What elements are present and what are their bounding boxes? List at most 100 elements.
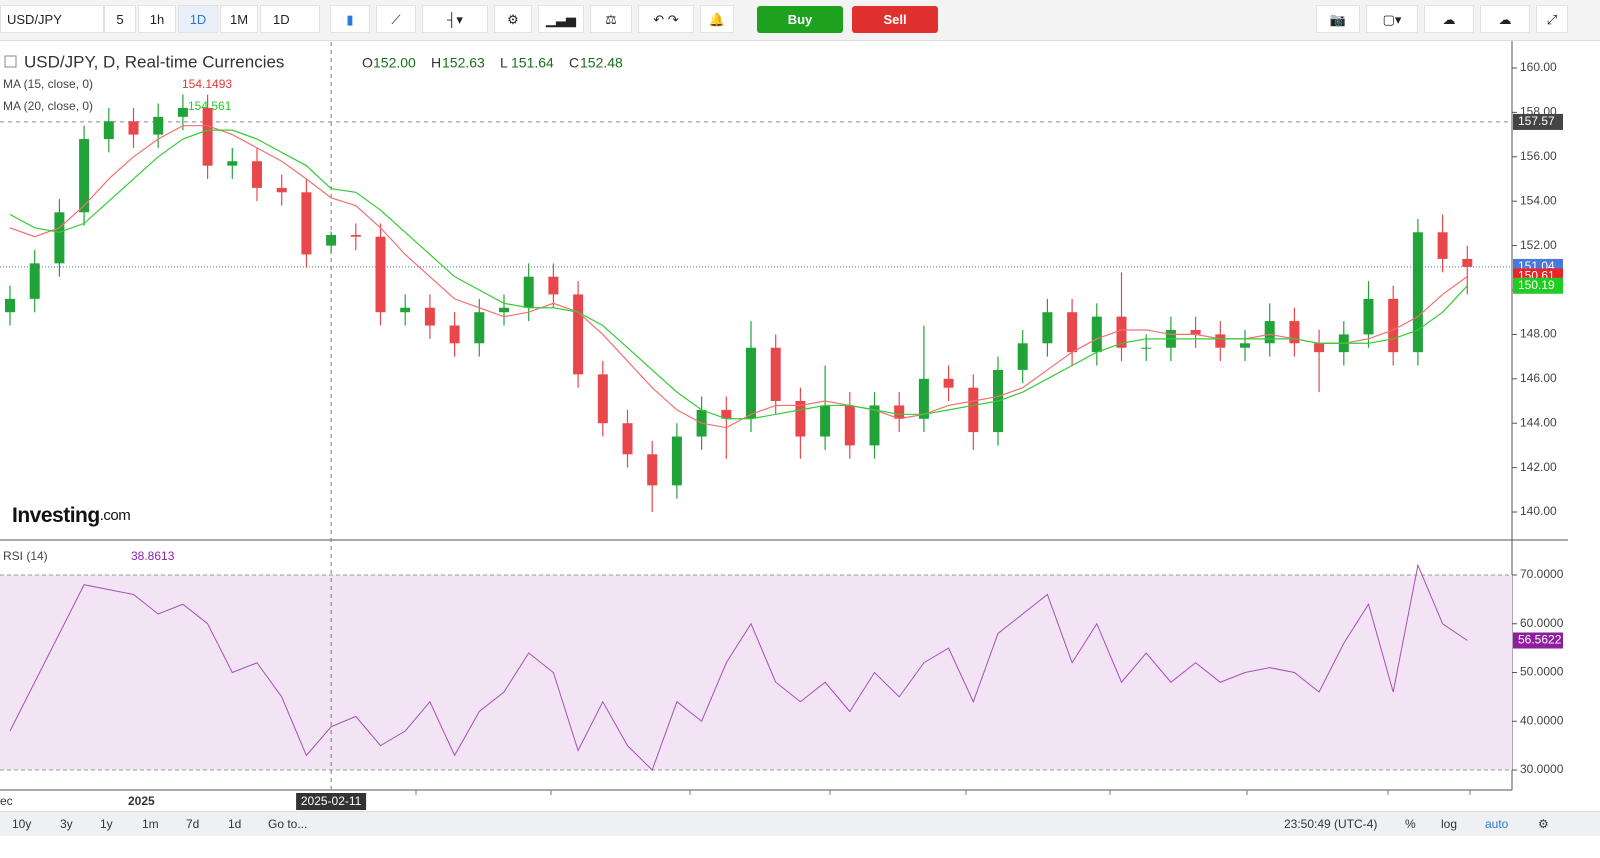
candle-body	[795, 401, 806, 437]
rsi-name: RSI (14)	[3, 549, 48, 563]
ma20-price: 150.19	[1518, 278, 1555, 292]
option-button[interactable]: log	[1441, 817, 1458, 831]
ohlc-key: H	[431, 55, 441, 71]
y-tick-label: 160.00	[1520, 60, 1557, 74]
legend-name: MA (20, close, 0)	[3, 99, 93, 113]
candle-body	[326, 234, 337, 246]
candle-body	[1264, 321, 1275, 344]
snapshot-button[interactable]: 📷	[1316, 5, 1360, 33]
settings-button[interactable]: ⚙	[494, 5, 532, 33]
y-tick-label: 30.0000	[1520, 762, 1564, 776]
ohlc-key: L	[500, 55, 508, 71]
y-tick-label: 156.00	[1520, 149, 1557, 163]
clock: 23:50:49 (UTC-4)	[1284, 817, 1378, 831]
candle-body	[202, 107, 213, 166]
symbol-input[interactable]: USD/JPY	[0, 5, 104, 33]
ma-line	[9, 129, 1468, 420]
buy-button[interactable]: Buy	[757, 6, 843, 33]
chart-type-button[interactable]: ▮	[330, 5, 370, 33]
toolbar: USD/JPY 5 1h 1D 1M 1D ▮ ⟋ ┤▾ ⚙ ▁▃▅ ⚖ ↶ ↷…	[0, 0, 1600, 41]
undo-redo[interactable]: ↶ ↷	[638, 5, 694, 33]
range-button[interactable]: 3y	[60, 817, 73, 831]
candle-body	[1141, 347, 1152, 349]
candle-body	[499, 307, 509, 313]
candle-body	[5, 298, 15, 313]
range-button[interactable]: 1m	[142, 817, 159, 831]
indicator-button[interactable]: ⟋	[376, 5, 416, 33]
candle-body	[548, 276, 559, 295]
candle-body	[622, 423, 633, 455]
legend-value: 154.561	[188, 99, 232, 113]
compare-button[interactable]: ⚖	[590, 5, 632, 33]
y-tick-label: 144.00	[1520, 415, 1557, 429]
candle-body	[943, 378, 954, 388]
y-tick-label: 60.0000	[1520, 616, 1564, 630]
candle-body	[1091, 316, 1102, 353]
crosshair-price: 157.57	[1518, 114, 1555, 128]
rsi-price-box	[1513, 632, 1563, 649]
ohlc-value: 152.48	[580, 55, 623, 71]
crosshair-price-box	[1513, 113, 1563, 130]
candle-body	[424, 307, 435, 326]
candle-body	[1240, 343, 1250, 348]
interval[interactable]: 1D	[178, 5, 218, 33]
candle-body	[721, 409, 732, 419]
candle-body	[474, 312, 485, 344]
legend-value: 154.1493	[182, 77, 232, 91]
candle-body	[54, 212, 65, 264]
interval[interactable]: 1h	[138, 5, 176, 33]
watermark: Investing.com	[12, 504, 130, 527]
candle-body	[1067, 312, 1078, 353]
bars-button[interactable]: ┤▾	[422, 5, 488, 33]
crosshair-date: 2025-02-11	[301, 794, 362, 808]
load-button[interactable]: ☁	[1424, 5, 1474, 33]
save-button[interactable]: ☁	[1480, 5, 1530, 33]
candle-body	[375, 236, 386, 313]
goto-button[interactable]: Go to...	[268, 817, 308, 831]
candle-body	[1462, 258, 1473, 267]
candle-body	[968, 387, 979, 433]
candle-body	[844, 405, 855, 446]
candle-body	[1437, 232, 1448, 259]
y-tick-label: 148.00	[1520, 327, 1557, 341]
range-button[interactable]: 7d	[186, 817, 200, 831]
ohlc-value: 151.64	[511, 55, 554, 71]
candle-body	[153, 116, 164, 135]
y-tick-label: 50.0000	[1520, 665, 1564, 679]
range-button[interactable]: 10y	[12, 817, 32, 831]
candle-body	[869, 405, 880, 446]
rsi-value: 38.8613	[131, 549, 175, 563]
interval[interactable]: 1M	[220, 5, 258, 33]
collapse-icon[interactable]	[4, 55, 17, 68]
range-button[interactable]: 1y	[100, 817, 113, 831]
option-button[interactable]: %	[1405, 817, 1416, 831]
range-select[interactable]: 1D	[260, 5, 320, 33]
interval[interactable]: 5	[104, 5, 136, 33]
candle-body	[400, 307, 411, 313]
rsi-price: 56.5622	[1518, 633, 1562, 647]
x-tick-label: ec	[0, 794, 13, 808]
chart-title: USD/JPY, D, Real-time Currencies	[24, 52, 284, 71]
range-button[interactable]: 1d	[228, 817, 242, 831]
candle-body	[1289, 321, 1300, 344]
layout-button[interactable]: ▢▾	[1366, 5, 1418, 33]
candle-body	[79, 139, 90, 213]
ohlc-value: 152.00	[373, 55, 416, 71]
sell-button[interactable]: Sell	[852, 6, 938, 33]
candle-body	[227, 161, 238, 166]
ma20-price-box	[1513, 277, 1563, 294]
candle-body	[1190, 329, 1201, 335]
rsi-band	[0, 574, 1512, 771]
fullscreen-button[interactable]: ⤢	[1536, 5, 1568, 33]
chart: USD/JPY, D, Real-time Currencies O 152.00…	[0, 41, 1568, 810]
option-button[interactable]: auto	[1485, 817, 1509, 831]
candle-body	[128, 121, 139, 135]
candle-body	[1314, 343, 1325, 353]
candle-body	[1215, 334, 1226, 348]
rsi-line	[9, 563, 1468, 771]
candle-body	[573, 294, 584, 375]
settings-button[interactable]: ⚙	[1538, 817, 1549, 831]
studies-button[interactable]: ▁▃▅	[538, 5, 584, 33]
alert-button[interactable]: 🔔	[700, 5, 734, 33]
